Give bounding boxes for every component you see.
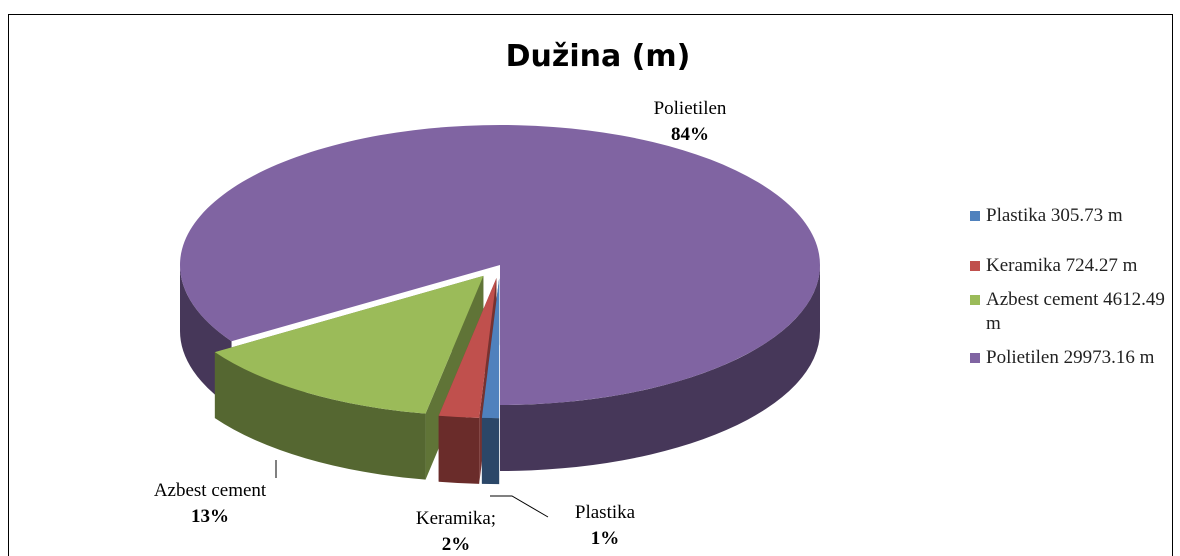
slice <box>179 124 820 405</box>
slice <box>481 278 500 419</box>
data-label-value: 1% <box>591 528 620 549</box>
legend: Plastika 305.73 m Keramika 724.27 m Azbest… <box>970 204 1170 380</box>
legend-item: Plastika 305.73 m <box>970 204 1170 228</box>
legend-swatch <box>970 295 980 305</box>
chart-title: Dužina (m) <box>506 39 691 74</box>
pie <box>179 124 820 485</box>
legend-item: Azbest cement 4612.49 m <box>970 288 1170 336</box>
leader-line <box>490 495 549 518</box>
slice <box>214 275 484 414</box>
legend-label: Plastika 305.73 m <box>986 205 1123 226</box>
legend-swatch <box>970 353 980 363</box>
data-label-name: Polietilen <box>654 98 727 119</box>
data-label-name: Azbest cement <box>154 480 267 501</box>
legend-swatch <box>970 211 980 221</box>
slice <box>438 278 497 418</box>
data-label-name: Plastika <box>575 502 636 523</box>
legend-label: Polietilen 29973.16 m <box>986 347 1155 368</box>
legend-label: Keramika 724.27 m <box>986 255 1138 276</box>
data-label-value: 84% <box>671 124 709 145</box>
chart-frame <box>8 14 1173 556</box>
slice-side <box>438 415 480 484</box>
slice-side <box>214 352 426 480</box>
data-label-value: 2% <box>442 534 471 555</box>
data-label-name: Keramika; <box>416 508 496 529</box>
legend-item: Keramika 724.27 m <box>970 254 1170 278</box>
legend-item: Polietilen 29973.16 m <box>970 346 1170 370</box>
data-label-value: 13% <box>191 506 229 527</box>
legend-swatch <box>970 261 980 271</box>
legend-label: Azbest cement 4612.49 m <box>986 289 1165 334</box>
slice-side <box>481 417 500 485</box>
slice-side <box>500 265 820 471</box>
